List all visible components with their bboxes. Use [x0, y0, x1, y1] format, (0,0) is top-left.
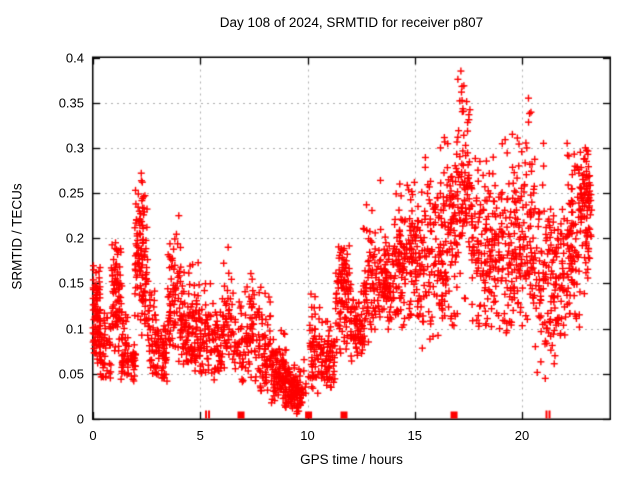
x-axis-label: GPS time / hours — [300, 452, 403, 467]
y-tick-label: 0.35 — [58, 95, 84, 111]
chart-title: Day 108 of 2024, SRMTID for receiver p80… — [219, 15, 484, 30]
x-tick-label: 0 — [89, 428, 97, 443]
y-tick-label: 0.25 — [58, 185, 84, 201]
x-tick-label: 10 — [300, 428, 315, 443]
x-tick-label: 15 — [407, 428, 423, 443]
x-tick-label: 5 — [196, 428, 204, 443]
y-tick-label: 0.4 — [65, 50, 84, 65]
y-tick-label: 0.3 — [65, 140, 84, 156]
y-tick-label: 0.15 — [58, 275, 84, 291]
y-tick-label: 0.05 — [58, 366, 84, 382]
y-tick-label: 0.2 — [65, 230, 84, 246]
x-tick-label: 20 — [514, 428, 530, 443]
y-axis-label: SRMTID / TECUs — [9, 183, 25, 290]
y-tick-label: 0 — [76, 411, 84, 427]
y-tick-label: 0.1 — [65, 321, 84, 337]
